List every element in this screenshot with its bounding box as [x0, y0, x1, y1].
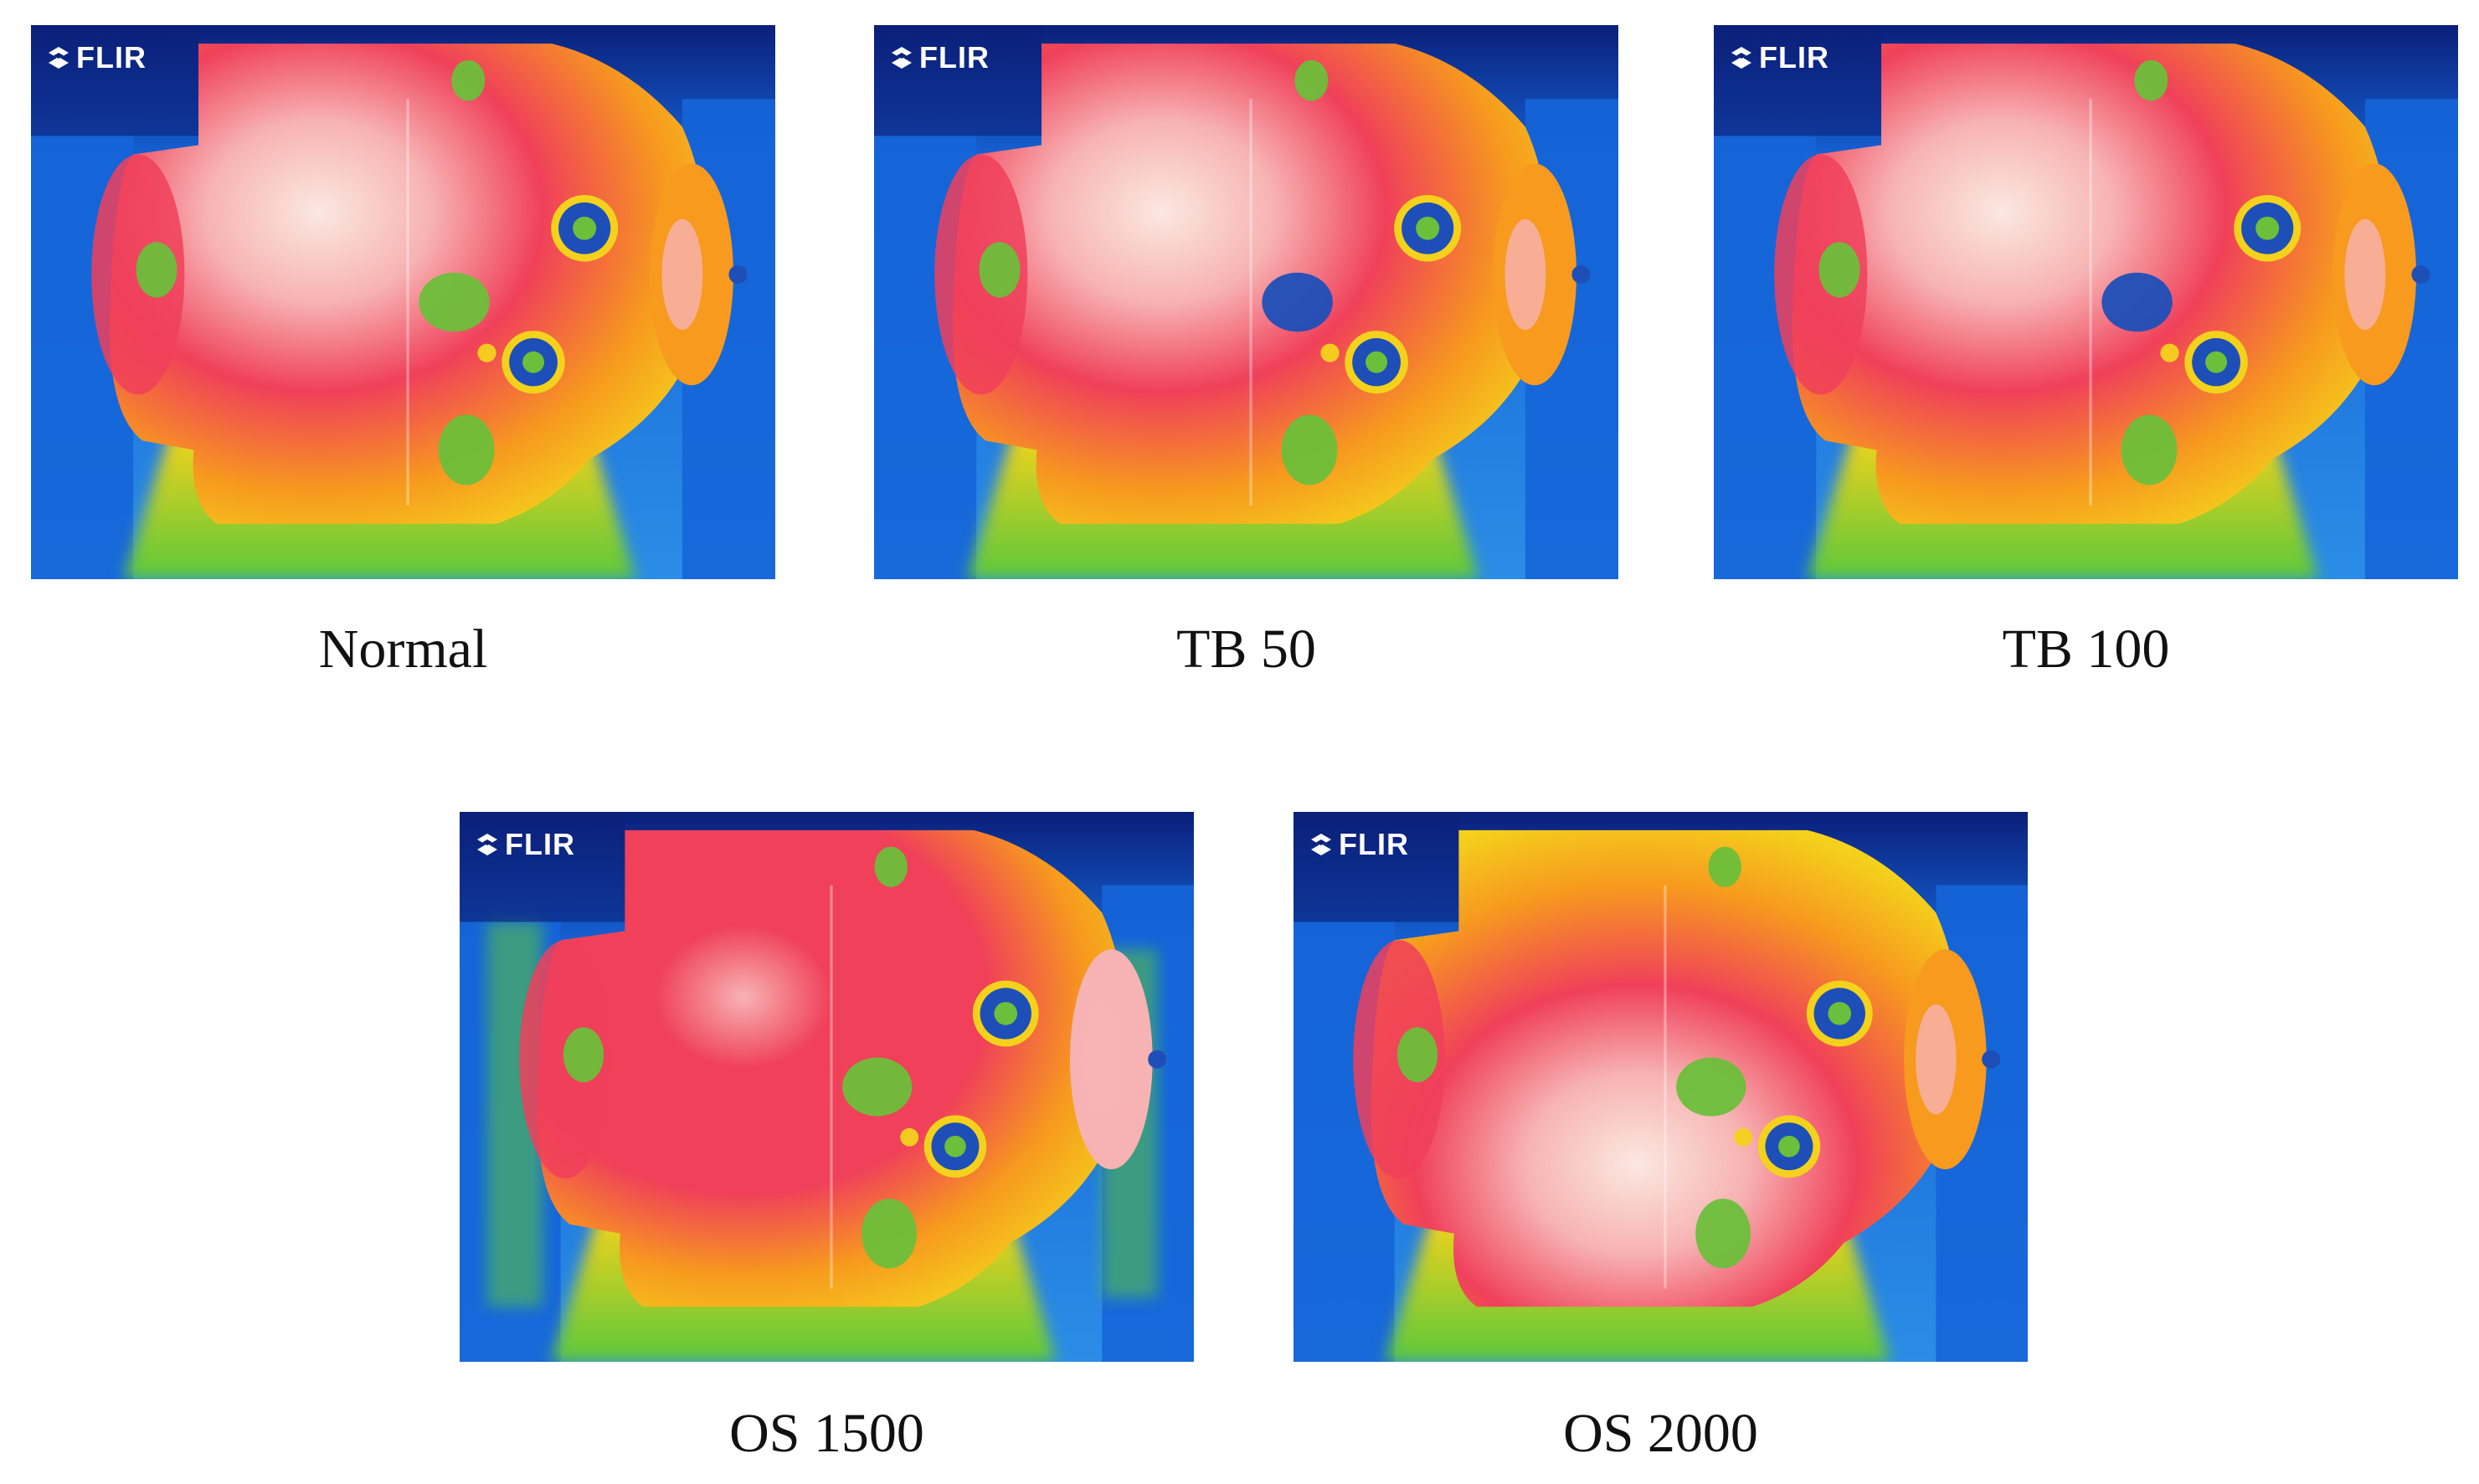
flir-logo-text: FLIR [1339, 827, 1409, 861]
caption-os-1500: OS 1500 [729, 1403, 924, 1464]
flir-logo: FLIR [889, 40, 990, 75]
flir-logo-icon [1311, 834, 1331, 855]
thermal-image-os-1500 [460, 812, 1194, 1362]
panel-os-2000: FLIR OS 2000 [1294, 812, 2028, 1473]
caption-tb-50: TB 50 [1176, 619, 1316, 680]
panel-normal: FLIR Normal [31, 25, 775, 703]
flir-logo-text: FLIR [919, 40, 990, 74]
flir-logo-icon [49, 47, 69, 69]
caption-tb-100: TB 100 [2002, 619, 2170, 680]
thermal-image-os-2000 [1294, 812, 2028, 1362]
panel-tb-50: FLIR TB 50 [874, 25, 1618, 703]
flir-logo: FLIR [1729, 40, 1829, 75]
flir-logo-icon [1731, 47, 1751, 69]
thermal-image-normal [31, 25, 775, 579]
flir-logo-icon [892, 47, 912, 69]
flir-logo: FLIR [1309, 827, 1409, 862]
flir-logo-text: FLIR [76, 40, 147, 74]
flir-logo-icon [477, 834, 497, 855]
flir-logo-text: FLIR [1759, 40, 1829, 74]
flir-logo-text: FLIR [505, 827, 575, 861]
panel-os-1500: FLIR OS 1500 [460, 812, 1194, 1473]
panel-tb-100: FLIR TB 100 [1714, 25, 2458, 703]
thermal-image-tb-100 [1714, 25, 2458, 579]
flir-logo: FLIR [46, 40, 147, 75]
caption-os-2000: OS 2000 [1563, 1403, 1758, 1464]
thermal-image-tb-50 [874, 25, 1618, 579]
caption-normal: Normal [318, 619, 488, 680]
flir-logo: FLIR [475, 827, 575, 862]
